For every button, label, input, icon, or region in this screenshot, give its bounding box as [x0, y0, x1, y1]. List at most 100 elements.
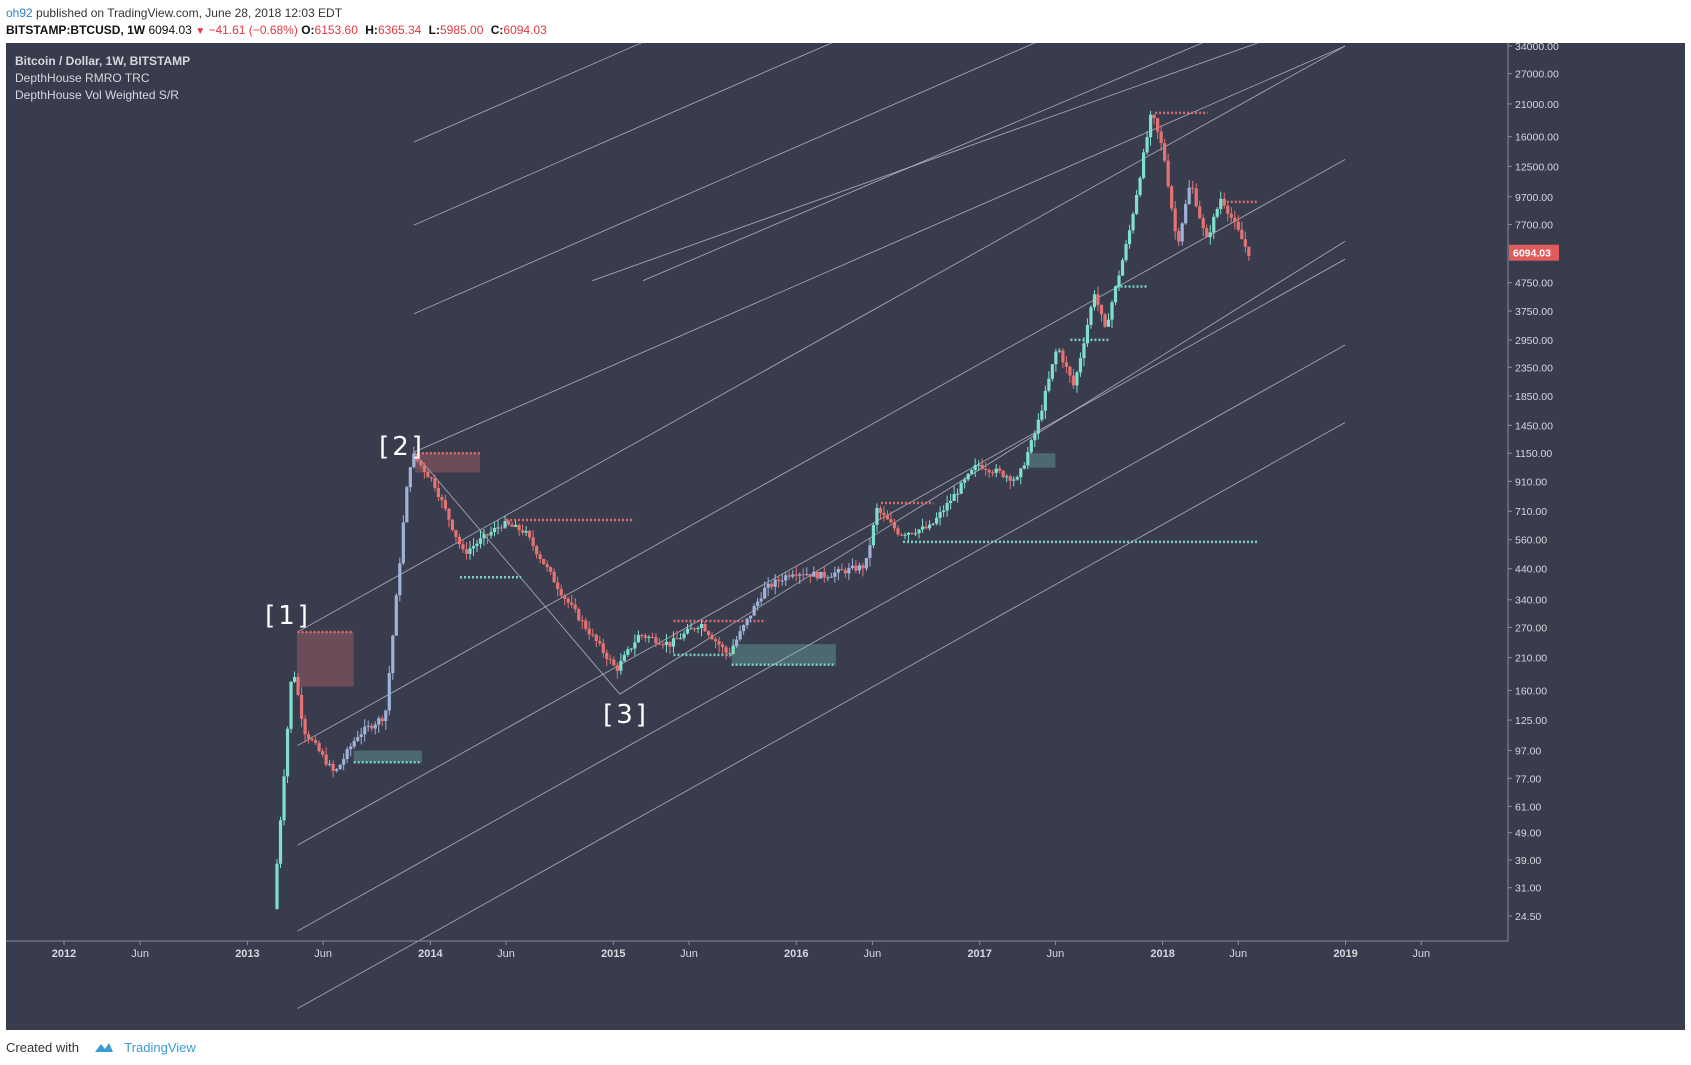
candle-body-276	[1243, 239, 1247, 247]
time-tick-11: Jun	[1046, 948, 1064, 960]
candle-body-259	[1184, 203, 1188, 224]
candle-body-134	[745, 618, 749, 626]
candle-body-14	[324, 754, 328, 765]
candle-body-160	[836, 569, 840, 573]
candle-body-88	[584, 620, 588, 629]
candle-body-65	[503, 521, 507, 528]
candle-body-107	[650, 636, 655, 638]
time-tick-14: 2019	[1333, 948, 1357, 960]
candle-body-211	[1015, 477, 1019, 480]
candle-body-166	[857, 565, 862, 571]
candle-body-238	[1110, 302, 1114, 320]
candle-body-252	[1159, 131, 1163, 144]
candle-body-235	[1099, 304, 1104, 315]
candle-body-182	[913, 533, 918, 535]
candle-body-19	[342, 759, 346, 765]
candle-body-97	[615, 665, 619, 671]
low-value: 5985.00	[440, 23, 484, 37]
candle-body-245	[1134, 194, 1139, 214]
candle-body-253	[1163, 143, 1167, 161]
candle-body-127	[720, 644, 725, 648]
candle-body-144	[780, 580, 784, 582]
candle-body-230	[1082, 343, 1086, 359]
candle-body-228	[1075, 372, 1079, 386]
price-tick-27: 49.00	[1515, 828, 1541, 840]
candle-body-49	[447, 508, 451, 520]
candle-body-273	[1233, 217, 1237, 222]
footer: Created with TradingView	[6, 1040, 196, 1057]
candle-body-158	[829, 576, 833, 578]
price-tick-17: 560.00	[1515, 535, 1547, 547]
tradingview-link[interactable]: TradingView	[124, 1040, 196, 1055]
candle-body-53	[461, 544, 465, 550]
candle-body-132	[738, 631, 742, 640]
candle-body-181	[910, 532, 914, 534]
time-tick-3: Jun	[314, 948, 332, 960]
candle-body-173	[882, 512, 886, 516]
candle-body-54	[464, 549, 469, 554]
candle-body-110	[661, 644, 665, 646]
price-tick-18: 440.00	[1515, 564, 1547, 576]
candle-body-13	[321, 751, 325, 755]
chart-panel[interactable]: [1] [2] [3] 34000.00 27000.00 21000.00 16000.0…	[6, 43, 1685, 1030]
candle-body-130	[731, 646, 735, 654]
candle-body-82	[563, 595, 567, 599]
candle-body-59	[482, 534, 486, 539]
candle-body-63	[496, 527, 500, 529]
candle-body-197	[966, 473, 970, 480]
candle-body-139	[763, 587, 767, 599]
candle-body-112	[668, 641, 672, 647]
candle-body-46	[436, 487, 440, 498]
candle-body-198	[970, 470, 974, 474]
candle-body-68	[513, 524, 518, 527]
candle-body-164	[850, 565, 854, 568]
wedge-line-0	[413, 451, 621, 695]
symbol-name[interactable]: BITSTAMP:BTCUSD, 1W	[6, 23, 146, 37]
candle-body-247	[1141, 152, 1146, 178]
candle-body-199	[973, 465, 977, 471]
candle-body-180	[906, 532, 911, 535]
candle-body-52	[457, 536, 462, 545]
candle-body-40	[415, 453, 419, 461]
channel-line-b-2	[413, 43, 833, 226]
candle-body-167	[861, 565, 865, 569]
candle-body-87	[580, 620, 584, 622]
candle-body-7	[299, 694, 304, 719]
candle-body-258	[1180, 223, 1184, 242]
candle-body-212	[1019, 468, 1023, 478]
candle-body-118	[689, 628, 693, 630]
price-tick-13: 1450.00	[1515, 420, 1553, 432]
price-tick-1: 27000.00	[1515, 69, 1559, 81]
candle-body-224	[1061, 350, 1065, 363]
last-price-label: 6094.03	[1513, 248, 1551, 260]
candle-body-200	[977, 464, 981, 466]
candle-body-142	[773, 579, 777, 587]
legend-indicator-vol-sr[interactable]: DepthHouse Vol Weighted S/R	[15, 88, 179, 102]
legend-indicator-rmro[interactable]: DepthHouse RMRO TRC	[15, 71, 150, 85]
price-tick-30: 24.50	[1515, 911, 1541, 923]
candle-body-73	[531, 537, 535, 547]
time-tick-13: Jun	[1229, 948, 1247, 960]
candle-body-91	[594, 634, 598, 642]
candle-body-41	[419, 460, 423, 466]
candle-body-201	[980, 464, 984, 469]
candle-body-226	[1068, 366, 1072, 376]
candle-body-0	[275, 863, 279, 909]
candle-body-269	[1219, 198, 1223, 209]
price-chart[interactable]: [1] [2] [3] 34000.00 27000.00 21000.00 16000.0…	[6, 43, 1685, 1030]
close-label: C:	[490, 23, 504, 37]
candle-body-176	[892, 522, 897, 529]
candle-body-36	[401, 522, 405, 564]
close-value: 6094.03	[503, 23, 547, 37]
price-tick-0: 34000.00	[1515, 43, 1559, 53]
legend-title[interactable]: Bitcoin / Dollar, 1W, BITSTAMP	[15, 54, 191, 68]
tradingview-cloud-icon[interactable]	[93, 1040, 115, 1057]
candle-body-37	[405, 487, 409, 523]
author-link[interactable]: oh92	[6, 6, 33, 20]
candle-body-217	[1036, 419, 1040, 434]
price-tick-22: 160.00	[1515, 685, 1547, 697]
price-tick-20: 270.00	[1515, 622, 1547, 634]
candle-body-25	[363, 726, 367, 735]
candle-body-15	[328, 763, 332, 765]
price-tick-19: 340.00	[1515, 595, 1547, 607]
